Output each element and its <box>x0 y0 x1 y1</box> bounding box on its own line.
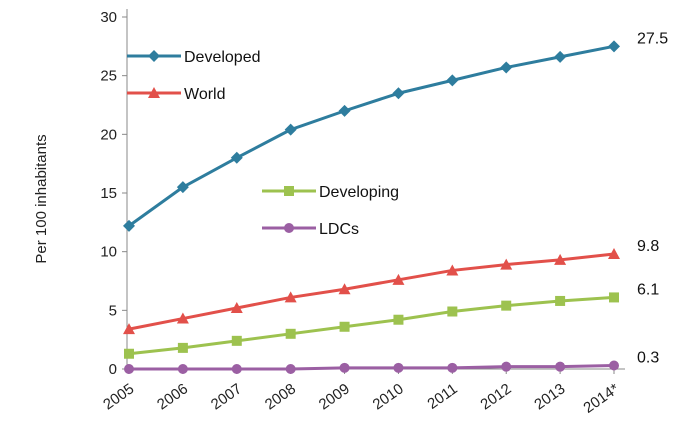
data-point-developing <box>447 306 458 317</box>
data-point-world <box>123 323 135 335</box>
x-tick-label: 2012 <box>477 380 514 413</box>
data-point-world <box>608 248 620 260</box>
x-tick-label: 2009 <box>316 380 353 413</box>
legend-label-world: World <box>184 86 226 103</box>
data-point-world <box>392 273 405 285</box>
data-point-developed <box>284 123 297 136</box>
data-point-developing <box>177 342 188 353</box>
end-label-developed: 27.5 <box>637 30 668 47</box>
data-point-ldcs <box>177 364 188 374</box>
y-tick-label: 5 <box>109 302 117 319</box>
data-point-ldcs <box>231 364 242 374</box>
data-point-developed <box>338 104 351 117</box>
series-line-developing <box>128 295 615 356</box>
series-line-developed <box>128 44 615 228</box>
data-point-ldcs <box>393 362 404 373</box>
data-point-ldcs <box>285 364 296 374</box>
legend-label-developing: Developing <box>319 184 399 201</box>
data-point-developed <box>608 40 620 53</box>
legend-marker-developed <box>148 50 160 62</box>
data-point-developed <box>176 181 189 194</box>
data-point-developed <box>500 61 513 74</box>
x-tick-label: 2008 <box>262 380 299 413</box>
data-point-developed <box>554 50 567 63</box>
data-point-world <box>446 264 459 276</box>
data-point-ldcs <box>124 364 134 374</box>
y-tick-label: 20 <box>100 126 117 143</box>
x-tick-label: 2011 <box>424 380 460 412</box>
x-tick-label: 2005 <box>100 380 137 413</box>
data-point-developed <box>392 87 405 100</box>
y-tick-label: 25 <box>100 68 117 85</box>
y-tick-label: 0 <box>109 361 117 378</box>
data-point-ldcs <box>555 361 566 372</box>
data-point-developing <box>393 314 404 325</box>
legend-marker-developing <box>284 186 294 196</box>
data-point-world <box>230 301 243 313</box>
legend-label-ldcs: LDCs <box>319 221 359 238</box>
axes: 0 5 10 15 20 25 30 2005 2006 2007 2008 2009 2010 2011… <box>100 9 625 417</box>
data-point-world <box>554 253 567 265</box>
legend-label-developed: Developed <box>184 49 261 66</box>
series-line-world <box>128 252 615 331</box>
y-tick-label: 30 <box>100 9 117 26</box>
y-tick-label: 15 <box>100 185 117 202</box>
data-point-developing <box>231 335 242 346</box>
data-point-developing <box>285 328 296 339</box>
legend-marker-ldcs <box>284 223 294 233</box>
x-tick-label: 2010 <box>370 380 407 413</box>
x-tick-label: 2007 <box>208 380 245 413</box>
data-point-ldcs <box>339 362 350 373</box>
data-point-world <box>338 283 351 295</box>
data-point-ldcs <box>609 360 619 371</box>
y-axis-label: Per 100 inhabitants <box>33 134 50 263</box>
end-label-world: 9.8 <box>637 238 659 255</box>
data-point-developed <box>230 151 243 164</box>
series-line-ldcs <box>129 363 615 371</box>
y-tick-label: 10 <box>100 244 117 261</box>
labels-layer: 27.5 9.8 6.1 0.3 Developed World Developing LDC… <box>127 30 668 366</box>
x-tick-label: 2013 <box>531 380 568 413</box>
data-point-world <box>500 258 513 270</box>
data-point-developing <box>609 292 619 303</box>
data-point-developing <box>339 321 350 332</box>
x-tick-label: 2006 <box>154 380 191 413</box>
data-point-developing <box>124 348 134 359</box>
data-point-developing <box>501 300 512 311</box>
data-point-developed <box>446 74 459 87</box>
data-point-world <box>176 312 189 324</box>
end-label-ldcs: 0.3 <box>637 349 659 366</box>
data-point-ldcs <box>501 361 512 372</box>
series-layer <box>123 40 620 374</box>
x-tick-label: 2014* <box>580 380 622 417</box>
legend-marker-world <box>148 87 160 98</box>
end-label-developing: 6.1 <box>637 281 659 298</box>
data-point-world <box>284 291 297 303</box>
data-point-developing <box>555 295 566 306</box>
data-point-developed <box>123 219 135 232</box>
data-point-ldcs <box>447 362 458 373</box>
